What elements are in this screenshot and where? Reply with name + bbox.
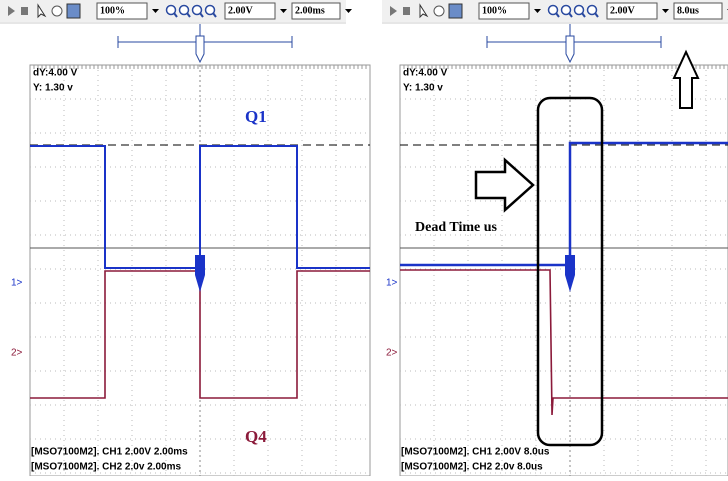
time-box: 2.00ms — [295, 5, 325, 16]
volts-box: 2.00V — [610, 5, 636, 16]
zoom-box: 100% — [482, 5, 507, 16]
screenshot: 100% 2.00V 2.00ms dY:4.00 V Y: 1.30 v 1>… — [0, 0, 728, 476]
volts-box: 2.00V — [228, 5, 254, 16]
footer-ch2: [MSO7100M2]. CH2 2.0v 8.0us — [401, 462, 543, 473]
cursor-y: Y: 1.30 v — [33, 83, 73, 94]
dead-time-label: Dead Time us — [415, 220, 497, 235]
stop-button — [21, 7, 28, 15]
time-box: 8.0us — [677, 5, 699, 16]
ch2-marker: 2> — [386, 348, 398, 359]
footer-ch2: [MSO7100M2]. CH2 2.0v 2.00ms — [31, 462, 182, 473]
ch1-marker: 1> — [386, 278, 398, 289]
ch1-marker: 1> — [11, 278, 23, 289]
trigger-marker — [565, 255, 575, 275]
cursor-dy: dY:4.00 V — [33, 68, 78, 79]
zoom-box: 100% — [100, 5, 125, 16]
footer-ch1: [MSO7100M2]. CH1 2.00V 8.0us — [401, 447, 550, 458]
cursor-dy: dY:4.00 V — [403, 68, 448, 79]
trigger-marker — [195, 255, 205, 275]
cursor-y: Y: 1.30 v — [403, 83, 443, 94]
fit-tool — [449, 4, 462, 18]
ch2-marker: 2> — [11, 348, 23, 359]
hand-tool — [434, 6, 444, 16]
stop-button — [403, 7, 410, 15]
fit-tool — [67, 4, 80, 18]
hand-tool — [52, 6, 62, 16]
footer-ch1: [MSO7100M2]. CH1 2.00V 2.00ms — [31, 447, 188, 458]
label-q4: Q4 — [245, 427, 267, 446]
label-q1: Q1 — [245, 107, 267, 126]
